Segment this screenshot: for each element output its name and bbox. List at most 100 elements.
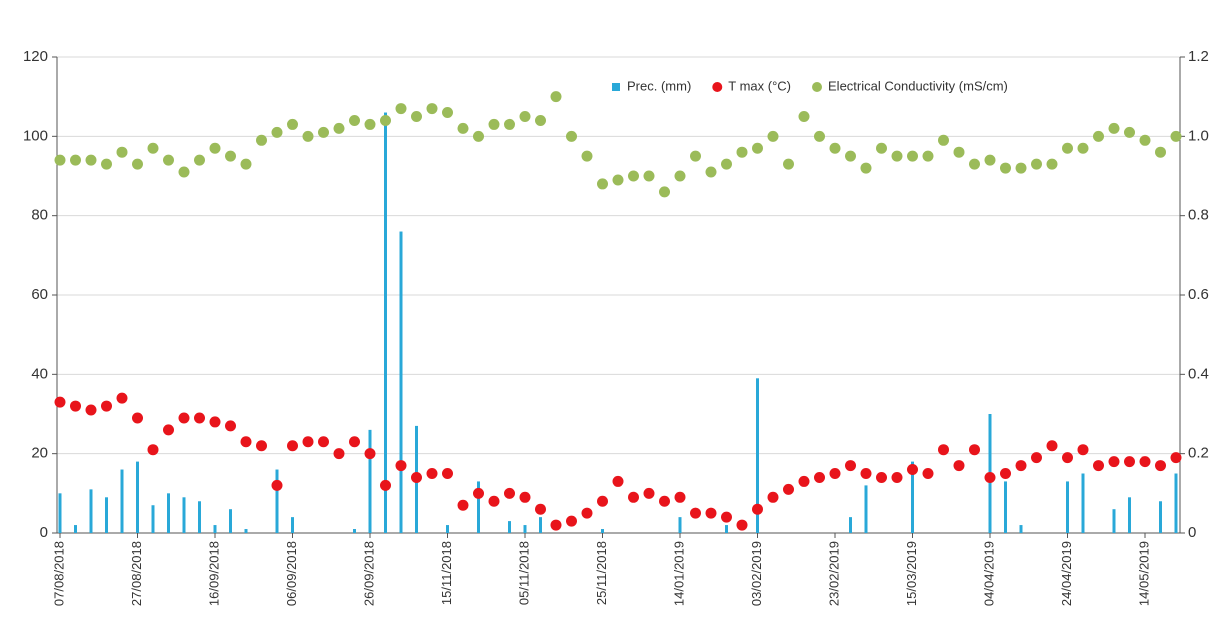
point [147,444,159,456]
point [535,114,546,126]
point [1108,456,1120,468]
point [473,487,484,499]
bar [446,525,449,533]
point [659,186,670,198]
bar [120,469,124,533]
point [829,468,841,479]
point [628,491,639,503]
point [829,142,841,154]
bar [229,509,232,533]
x-tick-label: 24/04/2019 [1059,541,1074,606]
point [318,436,329,448]
y-tick-label: 100 [23,127,48,144]
legend-label: Electrical Conductivity (mS/cm) [828,78,1008,93]
point [705,166,717,178]
point [225,420,236,432]
point [457,499,469,511]
legend-label: Prec. (mm) [627,78,691,93]
point [1093,130,1104,142]
point [163,154,174,166]
point [1015,162,1027,174]
point [1077,142,1089,154]
point [550,91,562,103]
point [256,440,267,452]
point [1124,456,1135,468]
point [907,464,918,476]
point [132,158,143,170]
point [674,170,686,182]
point [271,479,283,491]
point [1124,126,1135,138]
bar [1081,473,1085,533]
y2-tick-label: 0.8 [1188,207,1209,224]
x-tick-label: 25/11/2018 [594,541,609,605]
point [1139,456,1151,468]
point [767,491,779,503]
x-tick-label: 14/01/2019 [671,541,686,606]
bar [523,525,527,533]
point [1062,142,1073,154]
point [597,495,608,507]
point [860,468,872,479]
point [132,412,143,424]
point [70,154,81,166]
bar [213,525,217,533]
bar [182,497,186,533]
point [783,158,794,170]
point [581,507,593,519]
y2-tick-label: 1.0 [1188,127,1209,144]
point [690,150,701,162]
point [643,487,655,499]
point [550,519,562,531]
bar [244,529,248,533]
x-tick-label: 07/08/2018 [51,541,66,606]
y2-tick-label: 1.2 [1188,48,1209,65]
point [845,460,856,472]
point [70,400,81,412]
point [953,146,965,158]
point [721,158,732,170]
point [938,444,949,456]
point [659,495,670,507]
point [969,444,980,456]
point [333,122,345,134]
point [876,142,887,154]
point [302,436,314,448]
point [783,483,794,495]
y2-tick-label: 0.2 [1188,445,1209,462]
point [1046,440,1058,452]
point [674,491,686,503]
point [116,146,128,158]
point [752,142,763,154]
point [256,134,267,146]
point [969,158,980,170]
x-tick-label: 23/02/2019 [826,541,841,606]
point [814,130,825,142]
point [287,118,298,130]
bar [601,529,604,533]
point [411,471,422,483]
point [240,158,252,170]
point [736,519,748,531]
point [442,107,453,119]
legend-swatch [712,82,723,92]
bar [1174,473,1178,533]
point [473,130,484,142]
point [442,468,453,479]
point [349,114,360,126]
bar [1159,501,1162,533]
bar [1066,481,1069,533]
point [907,150,918,162]
point [1000,162,1011,174]
point [690,507,701,519]
y-tick-label: 20 [31,445,48,462]
point [938,134,949,146]
point [597,178,608,190]
bar [508,521,511,533]
point [814,471,825,483]
point [1077,444,1089,456]
y-tick-label: 40 [31,365,48,382]
x-tick-label: 04/04/2019 [981,541,996,606]
